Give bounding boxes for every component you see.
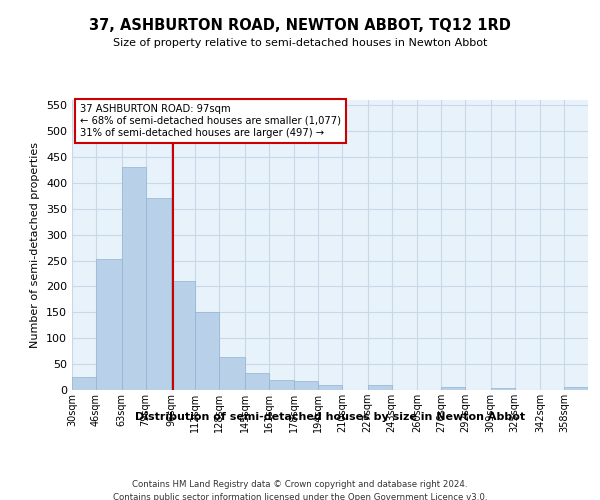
Bar xyxy=(146,198,171,390)
Text: Distribution of semi-detached houses by size in Newton Abbot: Distribution of semi-detached houses by … xyxy=(135,412,525,422)
Y-axis label: Number of semi-detached properties: Number of semi-detached properties xyxy=(31,142,40,348)
Bar xyxy=(96,259,121,390)
Bar xyxy=(72,377,96,390)
Bar xyxy=(219,358,245,390)
Bar xyxy=(294,380,318,390)
Text: 37, ASHBURTON ROAD, NEWTON ABBOT, TQ12 1RD: 37, ASHBURTON ROAD, NEWTON ABBOT, TQ12 1… xyxy=(89,18,511,32)
Bar xyxy=(171,281,195,390)
Bar xyxy=(491,388,515,390)
Text: Contains HM Land Registry data © Crown copyright and database right 2024.: Contains HM Land Registry data © Crown c… xyxy=(132,480,468,489)
Bar xyxy=(367,385,392,390)
Text: 37 ASHBURTON ROAD: 97sqm
← 68% of semi-detached houses are smaller (1,077)
31% o: 37 ASHBURTON ROAD: 97sqm ← 68% of semi-d… xyxy=(80,104,341,138)
Bar xyxy=(564,387,588,390)
Text: Size of property relative to semi-detached houses in Newton Abbot: Size of property relative to semi-detach… xyxy=(113,38,487,48)
Bar xyxy=(441,388,465,390)
Text: Contains public sector information licensed under the Open Government Licence v3: Contains public sector information licen… xyxy=(113,492,487,500)
Bar xyxy=(245,373,269,390)
Bar xyxy=(195,312,219,390)
Bar xyxy=(318,385,342,390)
Bar xyxy=(269,380,294,390)
Bar xyxy=(121,168,146,390)
